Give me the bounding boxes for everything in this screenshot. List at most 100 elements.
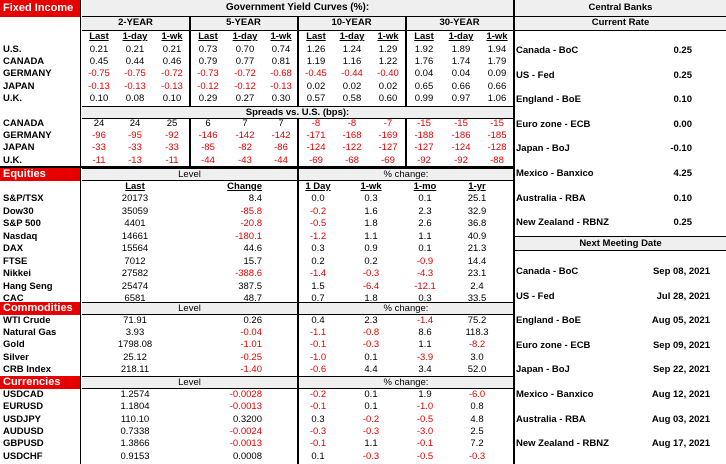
value-cell: -0.25 xyxy=(240,351,262,363)
value-cell: 0.1 xyxy=(364,351,378,363)
value-cell: 33.5 xyxy=(467,293,487,304)
value-cell: 14.4 xyxy=(467,255,487,267)
value-cell: Change xyxy=(227,181,262,192)
section-divider xyxy=(0,166,513,168)
meeting-date: Aug 05, 2021 xyxy=(651,315,710,327)
value-cell: 0.60 xyxy=(378,92,398,104)
value-cell: 0.1 xyxy=(364,401,378,413)
value-cell: 23.1 xyxy=(467,268,487,279)
value-cell: -122 xyxy=(342,142,362,154)
tenor-header: 5-YEAR xyxy=(190,17,297,31)
value-cell: -1.1 xyxy=(309,327,327,339)
value-cell: -11 xyxy=(165,154,179,166)
value-cell: -127 xyxy=(378,142,398,154)
value-cell: 0.1 xyxy=(311,450,325,462)
value-cell: -6.0 xyxy=(468,389,486,400)
value-cell: 0.2 xyxy=(364,255,378,267)
value-cell: -3.0 xyxy=(416,425,434,437)
value-cell: -0.2 xyxy=(362,413,380,425)
column-header: 1-day xyxy=(232,31,258,42)
column-header: 1-wk xyxy=(161,31,183,42)
value-cell: -0.72 xyxy=(161,68,183,80)
value-cell: -0.45 xyxy=(305,68,327,80)
value-cell: 0.0 xyxy=(311,193,325,204)
value-cell: 2.3 xyxy=(418,205,432,217)
value-cell: 4.8 xyxy=(470,413,484,425)
value-cell: -0.75 xyxy=(88,68,110,80)
value-cell: 1.9 xyxy=(418,389,432,400)
value-cell: -0.0013 xyxy=(229,401,262,413)
value-cell: 0.45 xyxy=(89,56,109,68)
value-cell: 1.94 xyxy=(487,44,507,55)
column-header: Last xyxy=(306,31,326,42)
bank-name: Japan - BoJ xyxy=(516,364,570,376)
yield-curves-title: Government Yield Curves (%): xyxy=(82,0,513,17)
value-cell: 0.7 xyxy=(311,293,325,304)
meeting-date: Aug 03, 2021 xyxy=(651,413,710,425)
value-cell: -96 xyxy=(92,130,106,142)
value-cell: 218.11 xyxy=(120,363,150,375)
value-cell: 0.3 xyxy=(311,413,325,425)
value-cell: 1.1 xyxy=(364,230,378,242)
value-cell: 1.8 xyxy=(364,218,378,229)
value-cell: 0.74 xyxy=(271,44,291,55)
value-cell: -0.9 xyxy=(416,255,434,267)
value-cell: -0.1 xyxy=(309,401,327,413)
value-cell: -0.04 xyxy=(240,327,262,339)
value-cell: 2.6 xyxy=(418,218,432,229)
row-label: GERMANY xyxy=(3,130,52,142)
value-cell: 1.92 xyxy=(414,44,434,55)
column-header: 1-wk xyxy=(377,31,399,42)
value-cell: -85.8 xyxy=(240,205,262,217)
value-cell: 0.09 xyxy=(487,68,507,80)
section-label-equities: Equities xyxy=(0,168,80,181)
value-cell: 0.9 xyxy=(364,243,378,254)
value-cell: 1.16 xyxy=(342,56,362,68)
value-cell: 0.70 xyxy=(235,44,255,55)
value-cell: 7.2 xyxy=(470,438,484,450)
value-cell: 0.66 xyxy=(487,80,507,92)
bank-rate: -0.10 xyxy=(670,143,692,155)
value-cell: -0.1 xyxy=(416,438,434,450)
equity-row-label: Hang Seng xyxy=(3,280,53,292)
value-cell: 3.0 xyxy=(470,351,484,363)
value-cell: 0.9153 xyxy=(120,450,150,462)
value-cell: -85 xyxy=(201,142,215,154)
meeting-date: Sep 09, 2021 xyxy=(652,339,710,351)
value-cell: -12.1 xyxy=(414,280,436,292)
meeting-date: Sep 08, 2021 xyxy=(652,266,710,277)
value-cell: -1.4 xyxy=(416,315,434,326)
equity-row-label: DAX xyxy=(3,243,24,254)
column-header: Last xyxy=(198,31,218,42)
value-cell: -15 xyxy=(454,118,468,129)
value-cell: 0.1 xyxy=(418,243,432,254)
bank-name: Canada - BoC xyxy=(516,45,579,56)
currency-row-label: USDJPY xyxy=(3,413,42,425)
value-cell: 75.2 xyxy=(467,315,487,326)
value-cell: 0.81 xyxy=(271,56,291,68)
commodity-row-label: Gold xyxy=(3,339,25,351)
value-cell: -0.13 xyxy=(88,80,110,92)
section-label-commodities: Commodities xyxy=(0,302,80,315)
value-cell: 4.4 xyxy=(364,363,378,375)
value-cell: -69 xyxy=(309,154,323,166)
value-cell: 3.4 xyxy=(418,363,432,375)
value-cell: 0.04 xyxy=(451,68,471,80)
bank-rate: 4.25 xyxy=(673,168,693,179)
value-cell: 4401 xyxy=(124,218,146,229)
value-cell: -124 xyxy=(306,142,326,154)
row-label: CANADA xyxy=(3,118,45,129)
value-cell: 0.08 xyxy=(125,92,145,104)
value-cell: -43 xyxy=(238,154,252,166)
value-cell: 0.02 xyxy=(306,80,326,92)
value-cell: 0.77 xyxy=(235,56,255,68)
value-cell: 2.5 xyxy=(470,425,484,437)
value-cell: 6581 xyxy=(124,293,146,304)
bank-name: US - Fed xyxy=(516,69,555,81)
value-cell: -33 xyxy=(128,142,142,154)
row-label: JAPAN xyxy=(3,142,35,154)
value-cell: -0.13 xyxy=(270,80,292,92)
value-cell: -44 xyxy=(201,154,215,166)
column-divider xyxy=(189,118,191,167)
value-cell: 0.97 xyxy=(451,92,471,104)
